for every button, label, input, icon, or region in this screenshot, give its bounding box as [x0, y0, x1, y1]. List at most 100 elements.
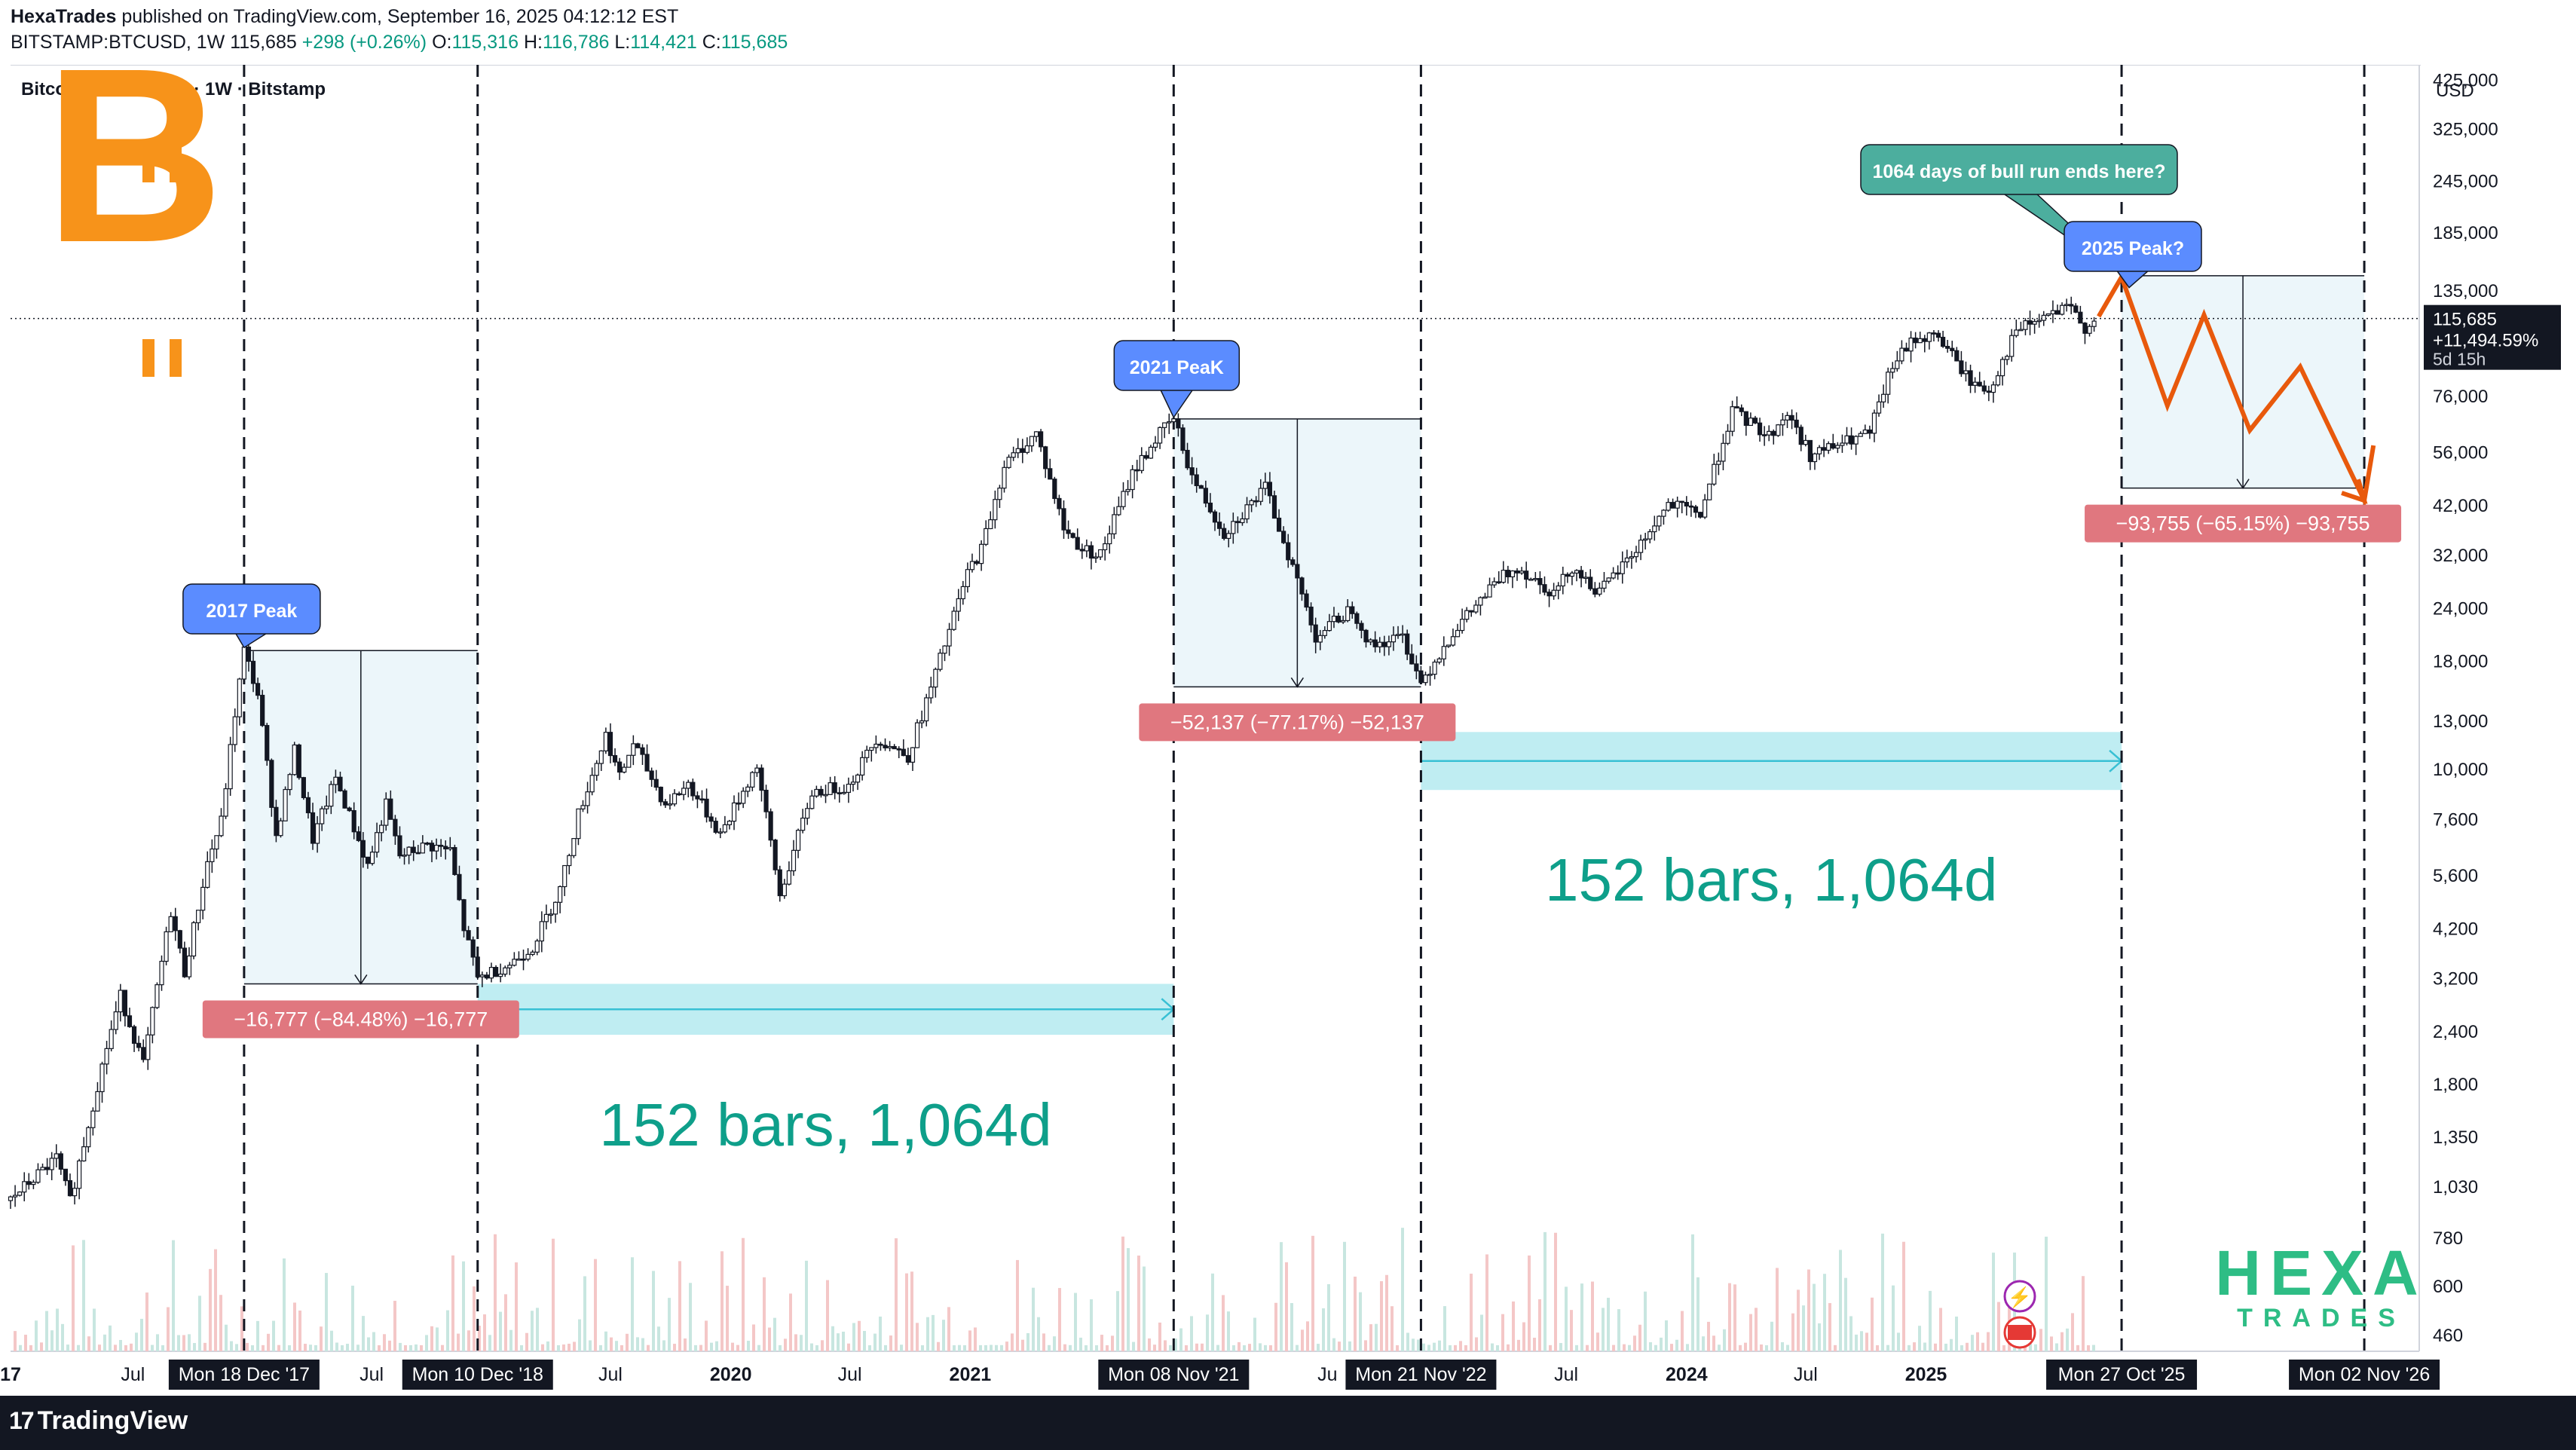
volume-bar — [1644, 1291, 1647, 1351]
candle-body — [429, 843, 435, 852]
volume-bar — [1069, 1344, 1072, 1351]
volume-bar — [356, 1344, 359, 1351]
volume-bar — [436, 1327, 439, 1351]
candle-body — [1551, 589, 1556, 597]
volume-bar — [668, 1298, 671, 1351]
publisher-name[interactable]: HexaTrades — [11, 6, 117, 27]
candle-body — [993, 499, 998, 521]
volume-bar — [1897, 1332, 1900, 1351]
volume-bar — [1565, 1286, 1568, 1351]
candle-body — [118, 990, 123, 1013]
candle-body — [997, 488, 1002, 500]
candle-body — [658, 786, 663, 803]
candle-body — [1024, 445, 1029, 453]
volume-bar — [56, 1308, 59, 1351]
candle-body — [585, 791, 590, 806]
volume-bar — [900, 1344, 903, 1351]
volume-bar — [573, 1341, 576, 1351]
volume-bar — [93, 1308, 96, 1351]
volume-bar — [779, 1344, 782, 1351]
volume-bar — [1216, 1344, 1219, 1351]
candle-body — [1849, 435, 1854, 445]
volume-bar — [1153, 1344, 1156, 1351]
candle-body — [1633, 552, 1639, 558]
price-tick-label: 185,000 — [2433, 223, 2498, 243]
candle-body — [77, 1160, 82, 1189]
candle-body — [1226, 533, 1231, 539]
candle-body — [1267, 482, 1273, 497]
candle-body — [772, 840, 778, 870]
candle-body — [420, 843, 425, 854]
volume-bar — [699, 1344, 702, 1351]
candle-body — [1446, 644, 1451, 647]
candle-body — [2069, 304, 2074, 307]
volume-bar — [1005, 1341, 1008, 1351]
volume-bar — [1728, 1283, 1731, 1351]
candle-body — [1826, 443, 1831, 451]
callout-label: 2021 PeaK — [1130, 357, 1224, 378]
volume-bar — [858, 1320, 861, 1351]
price-tick-label: 3,200 — [2433, 969, 2478, 990]
candle-body — [1963, 370, 1969, 375]
volume-bar — [1011, 1333, 1014, 1351]
candle-body — [947, 629, 952, 647]
volume-bar — [119, 1340, 122, 1351]
measure-label-box — [2085, 504, 2402, 543]
volume-bar — [367, 1337, 370, 1351]
candle-body — [860, 757, 865, 775]
volume-bar — [852, 1323, 855, 1351]
volume-bar — [926, 1317, 929, 1351]
candle-body — [1317, 635, 1323, 643]
candle-body — [365, 856, 371, 864]
time-range-label: 152 bars, 1,064d — [1545, 846, 1997, 913]
candle-body — [1780, 419, 1785, 426]
volume-bar — [277, 1344, 280, 1351]
candle-body — [1977, 381, 1982, 387]
candle-body — [1592, 588, 1598, 595]
candle-body — [552, 901, 558, 915]
volume-bar — [2029, 1344, 2032, 1351]
candle-body — [44, 1167, 50, 1170]
candle-body — [1981, 385, 1987, 392]
candle-body — [2023, 320, 2028, 330]
candle-body — [1537, 578, 1543, 586]
candle-body — [631, 743, 636, 756]
volume-bar — [615, 1341, 618, 1351]
volume-bar — [415, 1344, 418, 1351]
volume-bar — [40, 1342, 43, 1351]
candle-body — [1999, 359, 2005, 377]
volume-bar — [794, 1334, 797, 1351]
candle-body — [580, 805, 586, 809]
candle-body — [1139, 454, 1144, 471]
volume-bar — [124, 1344, 127, 1351]
candle-body — [1935, 332, 1941, 338]
flash-icon-glyph: ⚡ — [2008, 1286, 2032, 1309]
price-tick-label: 32,000 — [2433, 546, 2488, 566]
candle-body — [548, 913, 554, 916]
candle-body — [1469, 610, 1474, 613]
volume-bar — [1929, 1290, 1932, 1351]
candle-body — [320, 808, 325, 824]
volume-bar — [1981, 1342, 1984, 1351]
candle-body — [1313, 624, 1318, 643]
candle-body — [1130, 469, 1135, 491]
candle-body — [1666, 502, 1671, 511]
candle-body — [1121, 491, 1126, 507]
tradingview-logo[interactable]: 17 TradingView — [9, 1406, 188, 1436]
volume-bar — [1380, 1280, 1383, 1351]
volume-bar — [789, 1293, 792, 1351]
high-label: H: — [523, 32, 543, 53]
candle-body — [145, 1034, 151, 1060]
candle-body — [439, 844, 444, 847]
candle-body — [984, 528, 989, 545]
candle-body — [1670, 502, 1675, 509]
volume-bar — [193, 1343, 196, 1351]
candle-body — [1386, 641, 1391, 647]
volume-bar — [541, 1344, 544, 1351]
volume-bar — [921, 1344, 924, 1351]
candle-body — [1107, 533, 1112, 545]
volume-bar — [895, 1238, 898, 1351]
volume-bar — [2055, 1343, 2058, 1351]
volume-bar — [77, 1344, 80, 1351]
